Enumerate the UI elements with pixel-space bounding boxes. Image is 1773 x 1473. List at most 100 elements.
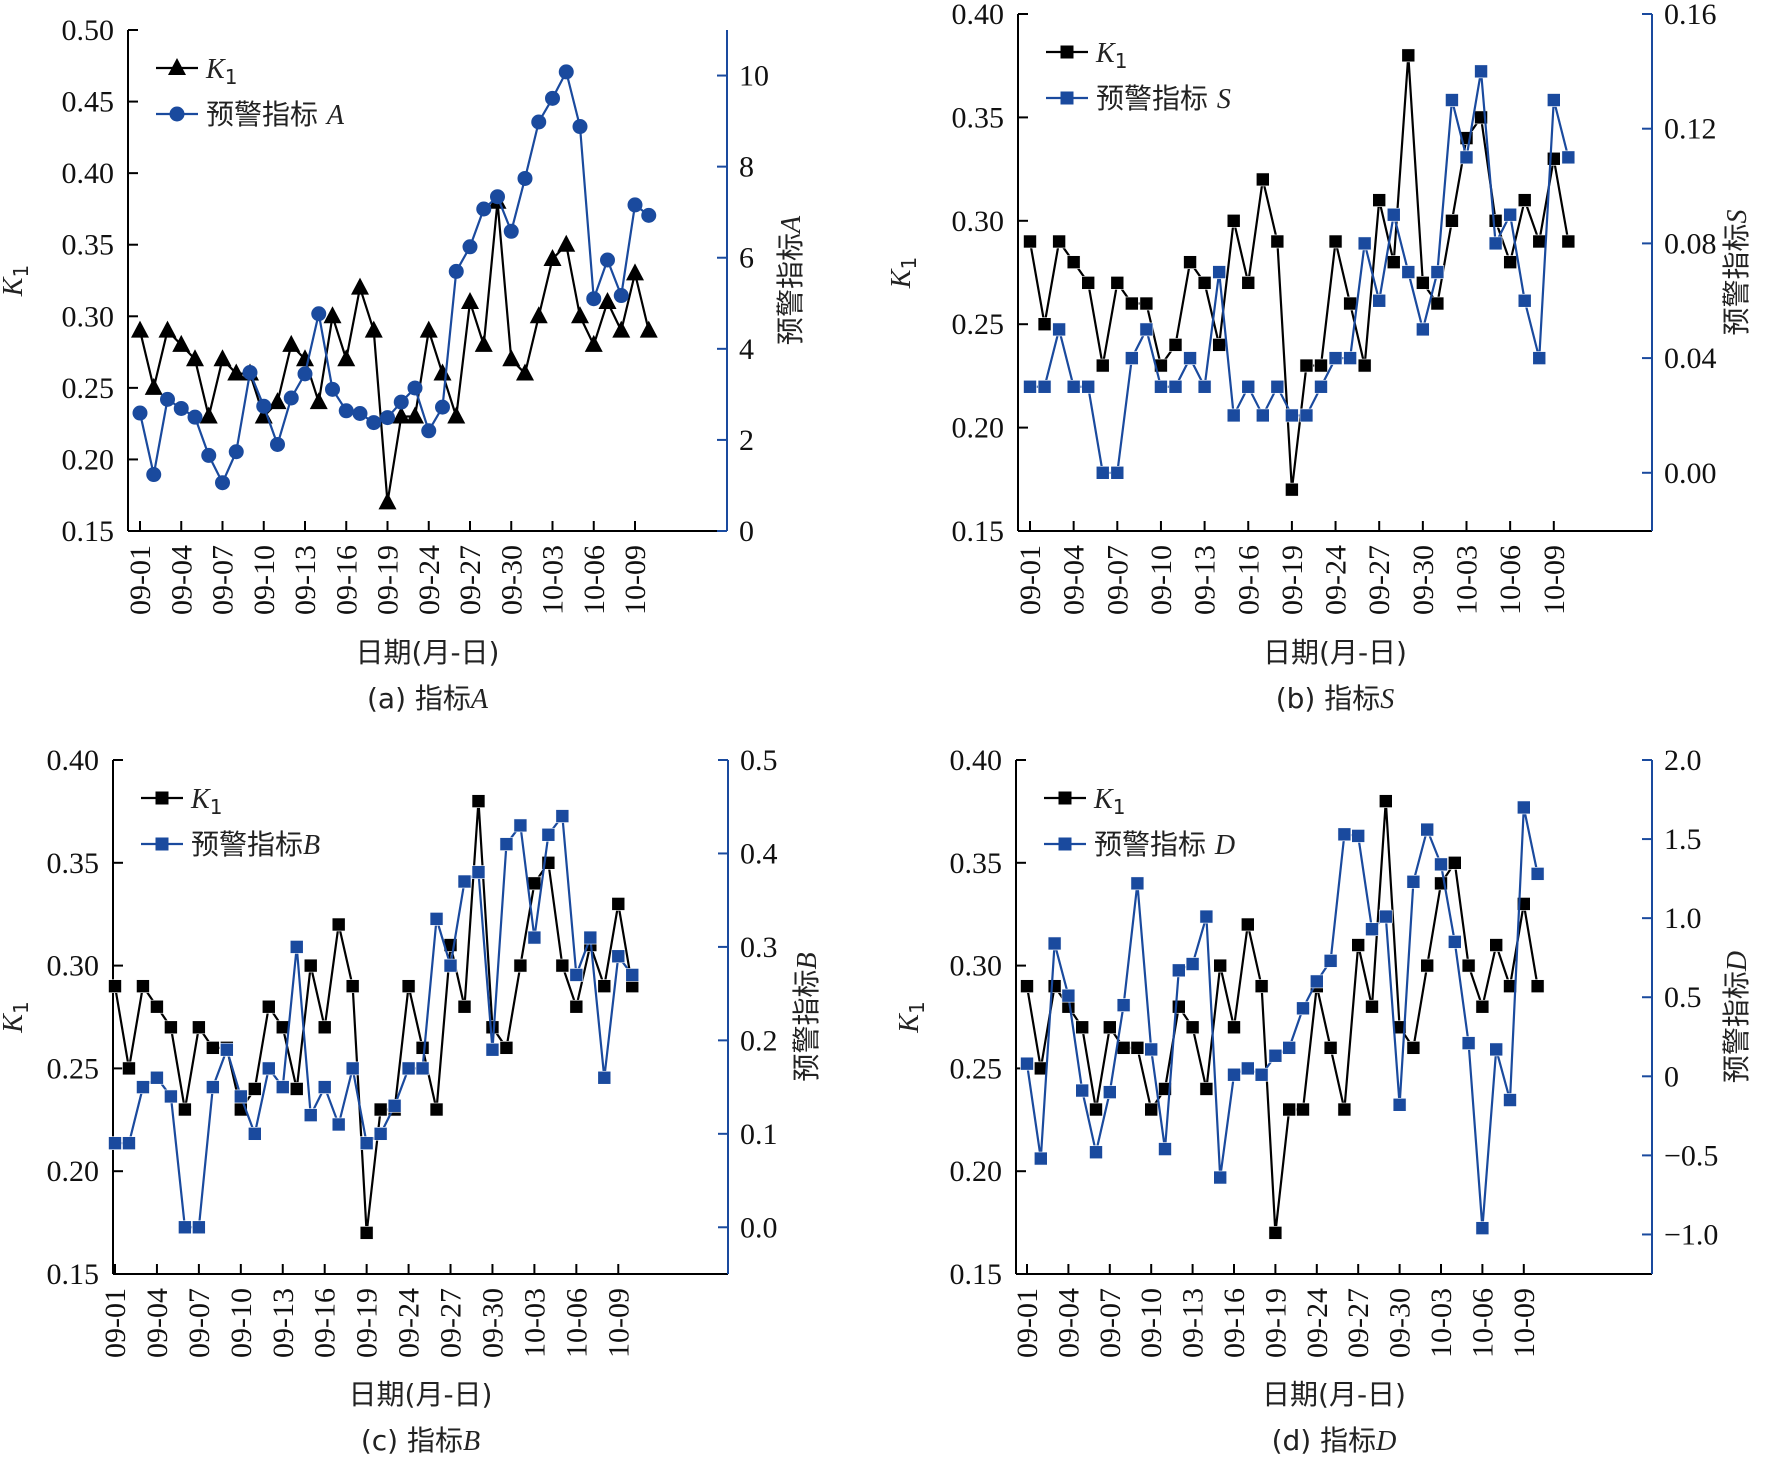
data-point-k1	[419, 320, 438, 338]
data-point-k1	[1254, 979, 1269, 993]
data-point-indicator	[311, 306, 327, 322]
data-point-k1	[457, 999, 472, 1014]
y-tick-label: 0.30	[47, 950, 100, 983]
x-tick-label: 09-04	[1052, 1288, 1085, 1358]
data-point-indicator	[1183, 351, 1197, 365]
series-line-indicator	[115, 813, 634, 1229]
legend-label-var: A	[325, 100, 345, 131]
legend-label-var: B	[303, 830, 320, 861]
y2-tick-label: 1.5	[1664, 823, 1702, 856]
data-point-k1	[1095, 358, 1110, 373]
x-tick-label: 09-10	[225, 1288, 258, 1358]
data-point-indicator	[1416, 322, 1430, 337]
data-point-k1	[639, 320, 658, 338]
legend-label-text: 预警指标	[1094, 828, 1215, 861]
data-point-k1	[626, 263, 644, 281]
data-point-indicator	[1337, 827, 1352, 842]
x-tick-label: 10-09	[619, 545, 652, 615]
data-point-k1	[1401, 48, 1416, 63]
data-point-k1	[144, 377, 163, 395]
x-axis-title: 日期(月-日)	[1263, 636, 1407, 669]
data-point-k1	[1116, 1041, 1131, 1055]
data-point-indicator	[289, 940, 304, 954]
y2-tick-label: 0.16	[1664, 0, 1717, 31]
data-point-indicator	[1199, 909, 1214, 924]
data-point-k1	[108, 979, 122, 993]
x-tick-label: 09-07	[183, 1288, 216, 1358]
y2-axis-title: 预警指标S	[1720, 209, 1753, 335]
legend-marker-square-icon	[1060, 91, 1074, 105]
legend-marker-square-icon	[1058, 791, 1072, 805]
data-point-indicator	[1406, 874, 1421, 889]
data-point-k1	[429, 1102, 444, 1117]
data-point-k1	[516, 363, 534, 381]
data-point-indicator	[558, 64, 574, 80]
data-point-k1	[1532, 234, 1547, 249]
y2-axis-title-text: 预警指标	[1720, 223, 1753, 335]
x-tick-label: 09-24	[393, 1288, 426, 1358]
y2-tick-label: 4	[739, 333, 754, 366]
data-point-indicator	[270, 436, 285, 452]
data-point-k1	[612, 320, 631, 338]
data-point-k1	[1020, 979, 1034, 993]
data-point-k1	[261, 999, 276, 1014]
y-tick-label: 0.50	[62, 14, 115, 47]
data-point-indicator	[359, 1136, 374, 1150]
series-line-indicator	[1030, 71, 1570, 474]
data-point-k1	[1445, 214, 1459, 228]
data-point-k1	[401, 979, 416, 993]
data-point-k1	[611, 897, 626, 911]
data-point-k1	[131, 320, 149, 338]
x-tick-label: 09-19	[351, 1288, 384, 1358]
data-point-k1	[150, 999, 164, 1014]
data-point-k1	[1125, 296, 1139, 311]
data-point-indicator	[1285, 408, 1299, 423]
y-axis-title-var: K	[0, 276, 29, 297]
data-point-k1	[1416, 276, 1430, 290]
data-point-indicator	[1430, 265, 1445, 279]
data-point-indicator	[1365, 922, 1379, 937]
data-point-indicator	[317, 1080, 332, 1094]
y-tick-label: 0.20	[62, 443, 115, 476]
data-point-k1	[213, 349, 232, 367]
data-point-indicator	[1116, 998, 1131, 1012]
data-point-k1	[172, 334, 191, 352]
data-point-indicator	[555, 809, 570, 823]
data-point-indicator	[283, 390, 299, 406]
data-point-indicator	[1420, 822, 1434, 837]
y-tick-label: 0.35	[62, 229, 115, 262]
x-tick-label: 09-19	[1276, 545, 1309, 615]
data-point-indicator	[1386, 207, 1401, 222]
data-point-k1	[571, 306, 589, 324]
data-point-k1	[296, 349, 314, 367]
data-point-indicator	[1401, 265, 1416, 279]
y2-tick-label: 10	[739, 60, 769, 93]
data-point-indicator	[1517, 800, 1531, 815]
data-point-indicator	[545, 90, 560, 106]
data-point-indicator	[1034, 1151, 1048, 1166]
data-point-k1	[1168, 338, 1183, 352]
legend-label-var: K	[205, 54, 226, 85]
x-tick-label: 09-30	[1384, 1288, 1417, 1358]
data-point-indicator	[1052, 322, 1066, 337]
data-point-indicator	[597, 1070, 612, 1085]
data-point-indicator	[527, 930, 542, 945]
data-point-indicator	[242, 365, 258, 381]
data-point-k1	[471, 794, 486, 808]
data-point-k1	[1185, 1020, 1200, 1035]
y2-tick-label: 0.12	[1664, 113, 1717, 146]
x-axis-title: 日期(月-日)	[356, 636, 500, 669]
x-tick-label: 09-16	[309, 1288, 342, 1358]
data-point-k1	[351, 277, 369, 295]
data-point-indicator	[462, 239, 478, 255]
data-point-k1	[1285, 482, 1299, 497]
legend-label-text: 预警指标	[191, 828, 303, 861]
data-point-indicator	[627, 197, 643, 213]
data-point-indicator	[1212, 265, 1226, 279]
data-point-k1	[461, 291, 479, 309]
data-point-k1	[1241, 276, 1256, 290]
caption-text: (c) 指标	[361, 1424, 463, 1457]
legend-label-var: S	[1217, 84, 1231, 115]
data-point-k1	[317, 1020, 332, 1035]
y-axis-title-sub: 1	[897, 257, 921, 270]
